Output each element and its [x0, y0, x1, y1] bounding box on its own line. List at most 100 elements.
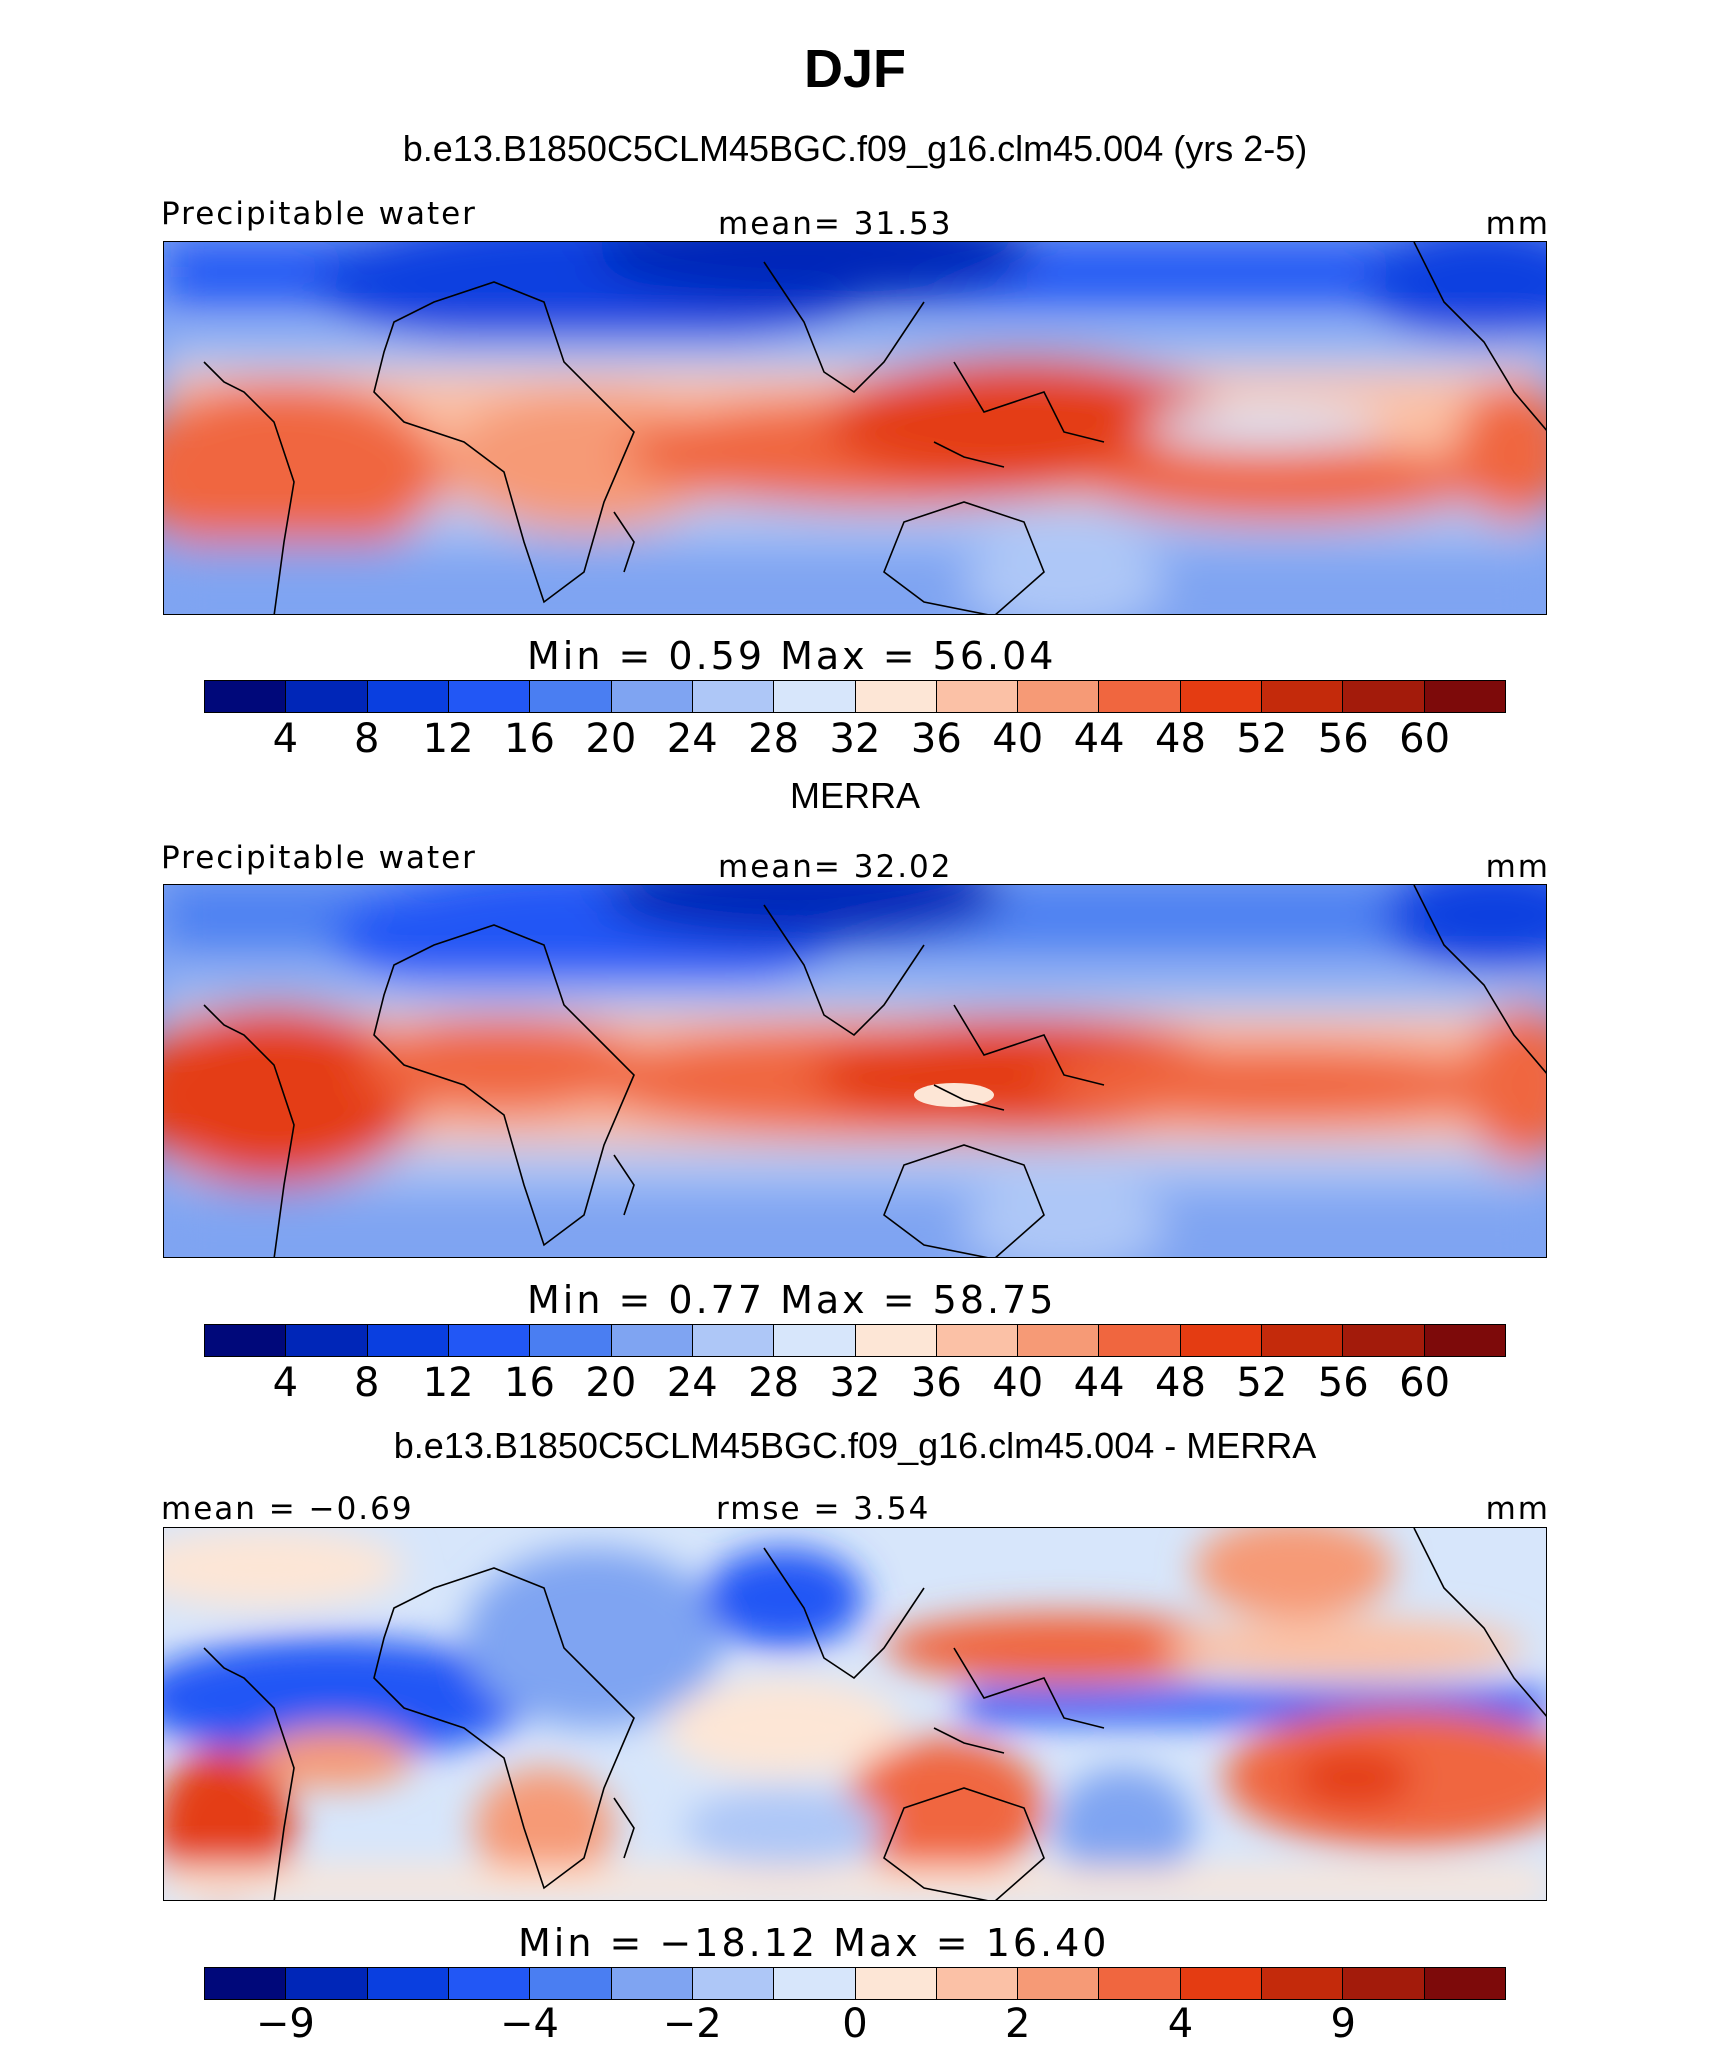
colorbar-cell: [1262, 681, 1344, 712]
colorbar-cell: [1099, 1325, 1181, 1356]
colorbar-tick-label: 4: [272, 716, 299, 762]
colorbar-cell: [367, 1325, 449, 1356]
panel-3-min-max: Min = −18.12 Max = 16.40: [518, 1921, 1110, 1965]
colorbar-tick-label: 20: [585, 716, 637, 762]
colorbar-tick-label: 60: [1399, 716, 1451, 762]
colorbar-cell: [611, 1325, 693, 1356]
colorbar-cell: [286, 1968, 368, 1999]
colorbar-cell: [530, 681, 612, 712]
colorbar-cell: [936, 681, 1019, 712]
panel-3-units: mm: [1485, 1491, 1550, 1527]
colorbar-tick-label: 52: [1236, 716, 1288, 762]
colorbar-tick-label: 9: [1330, 2001, 1356, 2047]
colorbar-tick-label: 24: [666, 1360, 718, 1406]
colorbar-tick-label: −9: [255, 2001, 315, 2047]
colorbar-tick-label: −4: [500, 2001, 559, 2047]
colorbar-tick-label: 36: [910, 716, 962, 762]
colorbar-tick-label: 44: [1073, 716, 1125, 762]
colorbar-tick-label: 40: [992, 716, 1044, 762]
colorbar-tick-label: 24: [666, 716, 718, 762]
colorbar-cell: [367, 1968, 449, 1999]
panel-3-colorbar-ticks: −9 −4 −2 0 2 4 9: [204, 2001, 1506, 2048]
colorbar-tick-label: 12: [422, 1360, 474, 1406]
panel-1-subtitle: b.e13.B1850C5CLM45BGC.f09_g16.clm45.004 …: [402, 128, 1308, 169]
colorbar-cell: [448, 1325, 531, 1356]
colorbar-cell: [205, 681, 287, 712]
panel-1-colorbar-ticks: 4 8 12 16 20 24 28 32 36 40 44 48 52 56 60: [204, 716, 1506, 766]
panel-1-variable-label: Precipitable water: [161, 196, 477, 232]
panel-1-units: mm: [1485, 206, 1550, 242]
colorbar-cell: [936, 1968, 1019, 1999]
panel-2-colorbar: [204, 1324, 1506, 1357]
colorbar-cell: [774, 681, 856, 712]
panel-2-colorbar-ticks: 4 8 12 16 20 24 28 32 36 40 44 48 52 56 60: [204, 1360, 1506, 1410]
colorbar-tick-label: 32: [829, 716, 881, 762]
colorbar-cell: [1262, 1325, 1344, 1356]
panel-3-rmse-label: rmse = 3.54: [716, 1491, 931, 1527]
colorbar-cell: [1343, 1325, 1425, 1356]
colorbar-cell: [286, 1325, 368, 1356]
colorbar-cell: [1180, 1325, 1263, 1356]
colorbar-cell: [1424, 1968, 1505, 1999]
panel-2-variable-label: Precipitable water: [161, 840, 477, 876]
colorbar-cell: [611, 681, 693, 712]
panel-3-coastlines: [203, 1528, 1546, 1900]
colorbar-tick-label: 4: [272, 1360, 299, 1406]
panel-3-mean-label: mean = −0.69: [161, 1491, 414, 1527]
colorbar-cell: [774, 1325, 856, 1356]
panel-2-subtitle: MERRA: [789, 775, 920, 816]
colorbar-cell: [1424, 681, 1505, 712]
colorbar-tick-label: 16: [504, 716, 555, 762]
colorbar-cell: [936, 1325, 1019, 1356]
panel-1-map: [163, 241, 1547, 615]
colorbar-tick-label: 48: [1155, 716, 1206, 762]
colorbar-cell: [692, 1325, 775, 1356]
colorbar-tick-label: 52: [1236, 1360, 1288, 1406]
colorbar-cell: [611, 1968, 693, 1999]
colorbar-tick-label: −2: [662, 2001, 722, 2047]
colorbar-cell: [1018, 681, 1100, 712]
panel-2-min-max: Min = 0.77 Max = 58.75: [527, 1278, 1057, 1322]
colorbar-cell: [1099, 681, 1181, 712]
colorbar-tick-label: 40: [992, 1360, 1044, 1406]
panel-1-mean-label: mean= 31.53: [718, 206, 953, 242]
panel-2-contour-field: [164, 885, 1546, 1257]
panel-3-subtitle: b.e13.B1850C5CLM45BGC.f09_g16.clm45.004 …: [393, 1425, 1317, 1466]
colorbar-cell: [448, 681, 531, 712]
panel-1-colorbar: [204, 680, 1506, 713]
panel-2-mean-label: mean= 32.02: [718, 849, 953, 885]
colorbar-tick-label: 0: [842, 2001, 868, 2047]
colorbar-cell: [1018, 1968, 1100, 1999]
panel-3-colorbar: [204, 1967, 1506, 2000]
colorbar-tick-label: 20: [585, 1360, 637, 1406]
colorbar-tick-label: 60: [1399, 1360, 1451, 1406]
colorbar-tick-label: 8: [354, 1360, 380, 1406]
colorbar-cell: [286, 681, 368, 712]
colorbar-tick-label: 32: [829, 1360, 881, 1406]
colorbar-tick-label: 16: [504, 1360, 555, 1406]
panel-1-coastlines: [203, 242, 1546, 614]
colorbar-tick-label: 12: [422, 716, 474, 762]
colorbar-cell: [1343, 1968, 1425, 1999]
colorbar-cell: [692, 1968, 775, 1999]
panel-1-min-max: Min = 0.59 Max = 56.04: [527, 634, 1057, 678]
colorbar-tick-label: 28: [748, 716, 800, 762]
colorbar-tick-label: 56: [1317, 716, 1369, 762]
colorbar-tick-label: 48: [1155, 1360, 1206, 1406]
colorbar-cell: [1180, 681, 1263, 712]
colorbar-cell: [530, 1968, 612, 1999]
panel-3-map: [163, 1527, 1547, 1901]
colorbar-cell: [1180, 1968, 1263, 1999]
colorbar-cell: [1343, 681, 1425, 712]
panel-2-map: [163, 884, 1547, 1258]
colorbar-cell: [530, 1325, 612, 1356]
colorbar-tick-label: 8: [354, 716, 380, 762]
colorbar-cell: [367, 681, 449, 712]
panel-1-contour-field: [164, 242, 1546, 614]
panel-3-contour-field: [164, 1528, 1546, 1900]
colorbar-tick-label: 44: [1073, 1360, 1125, 1406]
colorbar-cell: [205, 1968, 287, 1999]
colorbar-cell: [205, 1325, 287, 1356]
colorbar-tick-label: 2: [1005, 2001, 1031, 2047]
panel-2-coastlines: [203, 885, 1546, 1257]
